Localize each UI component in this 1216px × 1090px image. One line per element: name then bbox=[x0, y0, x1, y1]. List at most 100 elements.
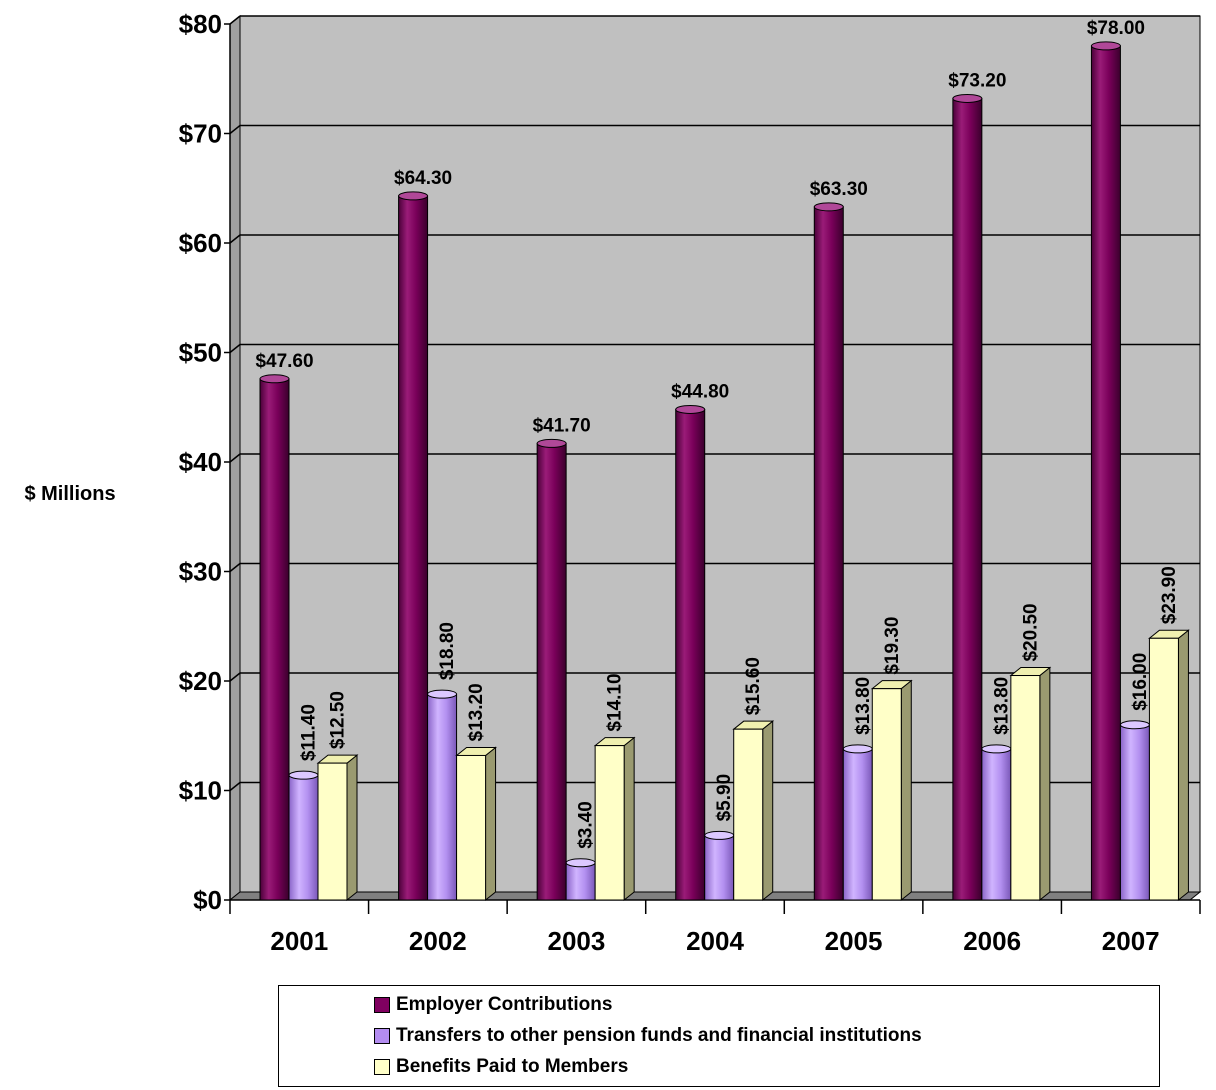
bar bbox=[1090, 45, 1121, 901]
legend-item-transfers: Transfers to other pension funds and fin… bbox=[374, 1022, 922, 1050]
bar-side bbox=[623, 736, 635, 902]
data-label: $19.30 bbox=[882, 617, 903, 675]
gridline-depth bbox=[229, 124, 241, 135]
legend: Employer Contributions Transfers to othe… bbox=[278, 985, 1160, 1087]
data-label: $12.50 bbox=[328, 691, 349, 749]
gridline-depth bbox=[229, 234, 241, 244]
bar-top bbox=[565, 858, 596, 868]
y-tick-label: $20 bbox=[179, 666, 222, 696]
bar-top bbox=[427, 689, 458, 699]
bar bbox=[536, 442, 567, 901]
data-label: $41.70 bbox=[533, 415, 591, 436]
y-axis-label: $ Millions bbox=[24, 483, 115, 505]
legend-swatch-transfers bbox=[374, 1028, 390, 1044]
legend-swatch-employer bbox=[374, 997, 390, 1013]
bar bbox=[427, 693, 458, 901]
gridline-depth bbox=[229, 562, 241, 573]
bars bbox=[259, 41, 1190, 902]
data-label: $47.60 bbox=[255, 351, 313, 372]
bar bbox=[565, 862, 596, 901]
legend-item-employer-contributions: Employer Contributions bbox=[374, 991, 612, 1019]
bar-top bbox=[813, 202, 844, 212]
bar-side bbox=[1177, 629, 1189, 902]
bar bbox=[871, 688, 902, 901]
bar-top bbox=[259, 374, 290, 384]
bar bbox=[842, 748, 873, 901]
legend-item-benefits: Benefits Paid to Members bbox=[374, 1053, 628, 1081]
gridline-depth bbox=[229, 672, 241, 682]
bar-top bbox=[398, 191, 429, 201]
x-tick-label: 2006 bbox=[963, 926, 1021, 956]
x-tick-label: 2001 bbox=[270, 926, 328, 956]
data-label: $3.40 bbox=[576, 801, 597, 849]
bar bbox=[288, 774, 319, 901]
data-label: $73.20 bbox=[948, 70, 1006, 91]
legend-swatch-benefits bbox=[374, 1059, 390, 1075]
bar-side bbox=[762, 720, 774, 902]
bar bbox=[1119, 724, 1150, 901]
bar-top bbox=[675, 404, 706, 414]
data-label: $11.40 bbox=[299, 704, 320, 761]
x-tick-label: 2002 bbox=[409, 926, 467, 956]
gridline-depth bbox=[229, 781, 241, 792]
bar bbox=[981, 748, 1012, 901]
y-axis-ticks: $0 $10 $20 $30 $40 $50 $60 $70 $80 bbox=[179, 9, 231, 915]
bar-side bbox=[485, 746, 497, 902]
bar-top bbox=[981, 744, 1012, 754]
x-tick-label: 2007 bbox=[1102, 926, 1160, 956]
bar bbox=[317, 762, 348, 901]
data-label: $63.30 bbox=[810, 179, 868, 200]
bar bbox=[704, 834, 735, 901]
y-tick-label: $50 bbox=[179, 338, 222, 368]
bar bbox=[813, 206, 844, 901]
plot-area bbox=[228, 14, 1202, 902]
data-label: $23.90 bbox=[1159, 566, 1180, 624]
y-tick-label: $40 bbox=[179, 447, 222, 477]
data-label: $20.50 bbox=[1020, 603, 1041, 661]
data-label: $15.60 bbox=[743, 657, 764, 715]
data-label: $5.90 bbox=[714, 774, 735, 822]
bar bbox=[456, 754, 487, 901]
bar bbox=[398, 195, 429, 901]
bar bbox=[1148, 637, 1179, 901]
bar bbox=[675, 408, 706, 901]
data-label: $13.80 bbox=[991, 677, 1012, 735]
y-tick-label: $10 bbox=[179, 776, 222, 806]
bar bbox=[1010, 675, 1041, 901]
y-tick-label: $70 bbox=[179, 119, 222, 149]
y-tick-label: $60 bbox=[179, 228, 222, 258]
y-tick-label: $30 bbox=[179, 557, 222, 587]
y-tick-label: $80 bbox=[179, 9, 222, 39]
gridline-depth bbox=[229, 343, 241, 354]
gridline-depth bbox=[229, 453, 241, 463]
bar-side bbox=[346, 754, 358, 902]
data-label: $13.20 bbox=[466, 683, 487, 741]
data-label: $14.10 bbox=[605, 673, 626, 731]
bar-top bbox=[842, 744, 873, 754]
data-label: $13.80 bbox=[853, 677, 874, 735]
bar-top bbox=[536, 438, 567, 448]
bar bbox=[733, 728, 764, 901]
x-tick-label: 2003 bbox=[548, 926, 606, 956]
bar-side bbox=[900, 679, 912, 902]
gridline-depth bbox=[229, 15, 241, 25]
bar-top bbox=[1119, 720, 1150, 730]
bar bbox=[259, 378, 290, 901]
bar bbox=[952, 97, 983, 901]
bar-top bbox=[1090, 41, 1121, 51]
data-label: $44.80 bbox=[671, 381, 729, 402]
x-axis-ticks: 2001 2002 2003 2004 2005 2006 2007 bbox=[229, 899, 1201, 956]
bar-side bbox=[1039, 666, 1051, 902]
legend-label-transfers: Transfers to other pension funds and fin… bbox=[396, 1025, 922, 1046]
data-label: $18.80 bbox=[437, 622, 458, 680]
legend-label-benefits: Benefits Paid to Members bbox=[396, 1056, 629, 1077]
y-tick-label: $0 bbox=[193, 885, 222, 915]
bar-top bbox=[704, 830, 735, 840]
bar-top bbox=[288, 770, 319, 780]
data-label: $64.30 bbox=[394, 168, 452, 189]
bar bbox=[594, 745, 625, 901]
data-label: $16.00 bbox=[1130, 653, 1151, 711]
x-tick-label: 2005 bbox=[825, 926, 883, 956]
bar-top bbox=[952, 93, 983, 103]
data-labels: $47.60 $64.30 $41.70 $44.80 $63.30 $73.20 $78.… bbox=[255, 18, 1179, 849]
